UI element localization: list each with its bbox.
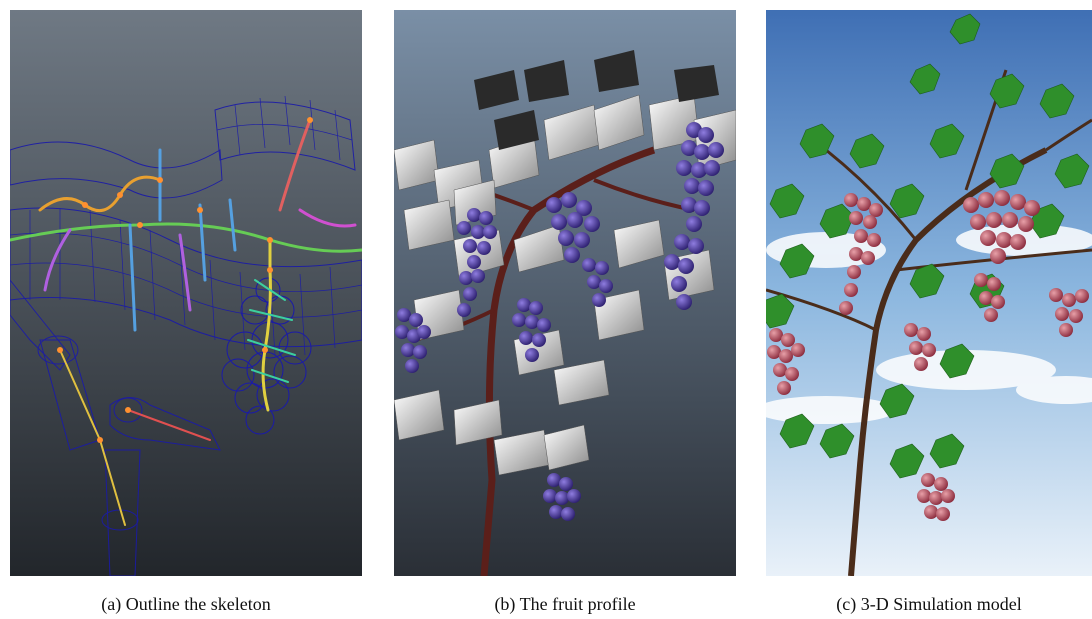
panel-fruit-profile [394,10,736,576]
grape-vine-3d-model-illustration [766,10,1092,576]
caption-3d-simulation: (c) 3-D Simulation model [836,594,1022,614]
caption-skeleton: (a) Outline the skeleton [101,594,271,614]
panel-skeleton [10,10,362,576]
caption-fruit-profile: (b) The fruit profile [494,594,636,614]
panel-3d-simulation [766,10,1092,576]
skeleton-wireframe-illustration [10,10,362,576]
grape-vine-profile-illustration [394,10,736,576]
